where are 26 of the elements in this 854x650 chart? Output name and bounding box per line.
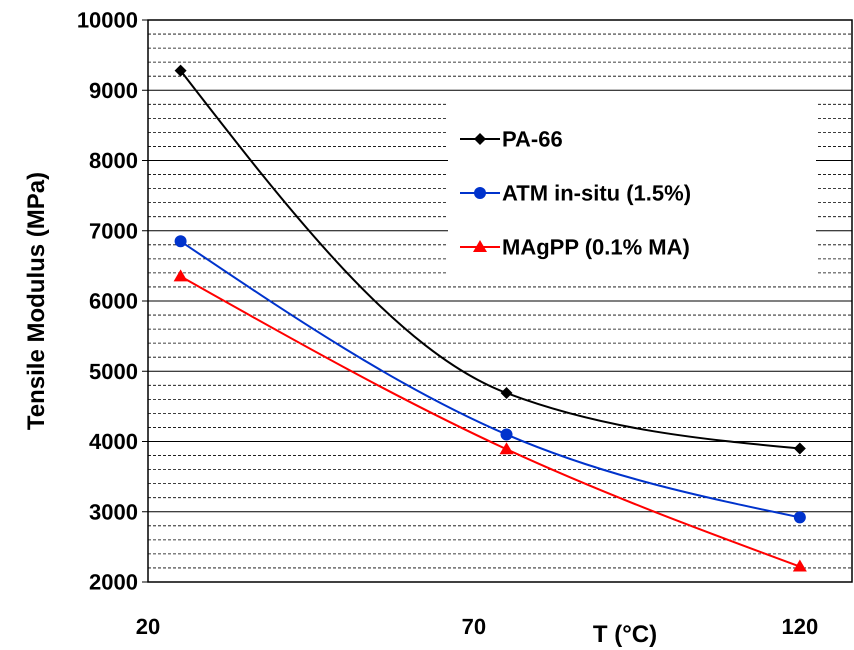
point xyxy=(794,442,806,455)
point xyxy=(500,442,514,454)
point xyxy=(174,235,187,248)
point xyxy=(500,428,513,440)
x-tick-label: 120 xyxy=(781,614,818,639)
legend-label: ATM in-situ (1.5%) xyxy=(502,180,692,206)
y-tick-label: 4000 xyxy=(89,429,138,454)
y-tick-label: 10000 xyxy=(76,8,138,33)
y-tick-label: 7000 xyxy=(89,218,138,244)
point xyxy=(500,387,513,400)
point xyxy=(174,64,187,77)
point xyxy=(794,511,806,524)
point xyxy=(792,560,807,572)
legend-label: PA-66 xyxy=(502,126,563,152)
x-axis-title: T (°C) xyxy=(592,621,658,648)
y-tick-label: 3000 xyxy=(89,499,138,524)
y-axis-title: Tensile Modulus (MPa) xyxy=(23,172,50,430)
y-tick-label: 8000 xyxy=(89,148,138,174)
y-tick-label: 6000 xyxy=(89,288,138,314)
y-tick-label: 9000 xyxy=(89,78,138,103)
x-tick-label: 70 xyxy=(462,614,486,639)
y-tick-label: 2000 xyxy=(89,570,138,595)
point xyxy=(174,269,188,282)
y-tick-label: 5000 xyxy=(89,358,138,384)
x-tick-label: 20 xyxy=(136,614,160,639)
legend-label: MAgPP (0.1% MA) xyxy=(502,234,690,260)
